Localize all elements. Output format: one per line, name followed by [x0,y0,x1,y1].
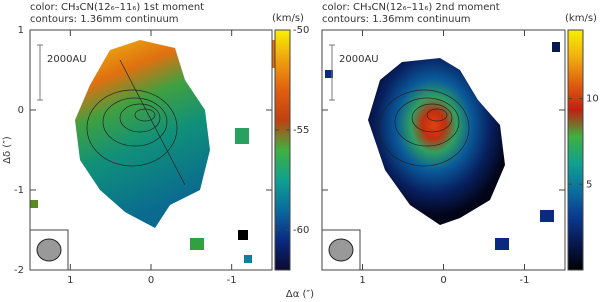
scale-bar [37,44,43,101]
x-tick-label: 1 [67,275,73,286]
colorbar-tick-label: 10 [586,94,599,105]
scale-bar [329,44,335,101]
beam [328,238,354,262]
x-tick-label: -1 [227,275,237,286]
map-1 [30,40,278,263]
y-tick-label: 1 [18,25,24,36]
y-axis-label: Δδ (″) [2,136,13,164]
beam [36,238,62,262]
colorbar [567,29,584,271]
x-tick-label: 0 [440,275,446,286]
colorbar [274,29,291,271]
x-tick-label: 0 [148,275,154,286]
panel-title: color: CH₃CN(12₆–11₆) 2nd moment [322,2,500,13]
colorbar-label: (km/s) [565,13,597,24]
x-axis-label: Δα (″) [286,289,314,300]
y-tick-label: -2 [14,265,24,276]
colorbar-tick-label: -60 [293,225,309,236]
scale-label: 2000AU [339,54,379,65]
colorbar-tick-label: -55 [293,125,309,136]
scale-label: 2000AU [47,54,87,65]
x-tick-label: 1 [359,275,365,286]
panel-subtitle: contours: 1.36mm continuum [322,14,471,25]
map-2 [325,42,560,250]
colorbar-tick-label: 5 [586,179,592,190]
y-tick-label: 0 [18,105,24,116]
x-tick-label: -1 [520,275,530,286]
colorbar-label: (km/s) [272,13,304,24]
panel-subtitle: contours: 1.36mm continuum [30,14,179,25]
panel-title: color: CH₃CN(12₆–11₆) 1st moment [30,2,204,13]
colorbar-tick-label: -50 [293,25,309,36]
y-tick-label: -1 [14,185,24,196]
